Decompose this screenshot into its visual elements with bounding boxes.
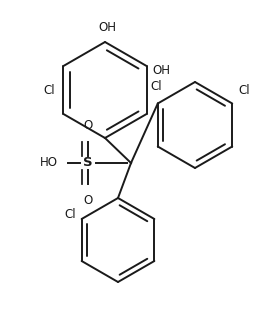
- Text: O: O: [83, 194, 93, 207]
- Text: Cl: Cl: [238, 84, 250, 98]
- Text: S: S: [83, 157, 93, 170]
- Text: OH: OH: [98, 21, 116, 34]
- Text: O: O: [83, 119, 93, 132]
- Text: Cl: Cl: [44, 84, 55, 97]
- Text: Cl: Cl: [150, 81, 161, 94]
- Text: HO: HO: [40, 157, 58, 170]
- Text: Cl: Cl: [64, 209, 76, 222]
- Text: OH: OH: [153, 63, 171, 76]
